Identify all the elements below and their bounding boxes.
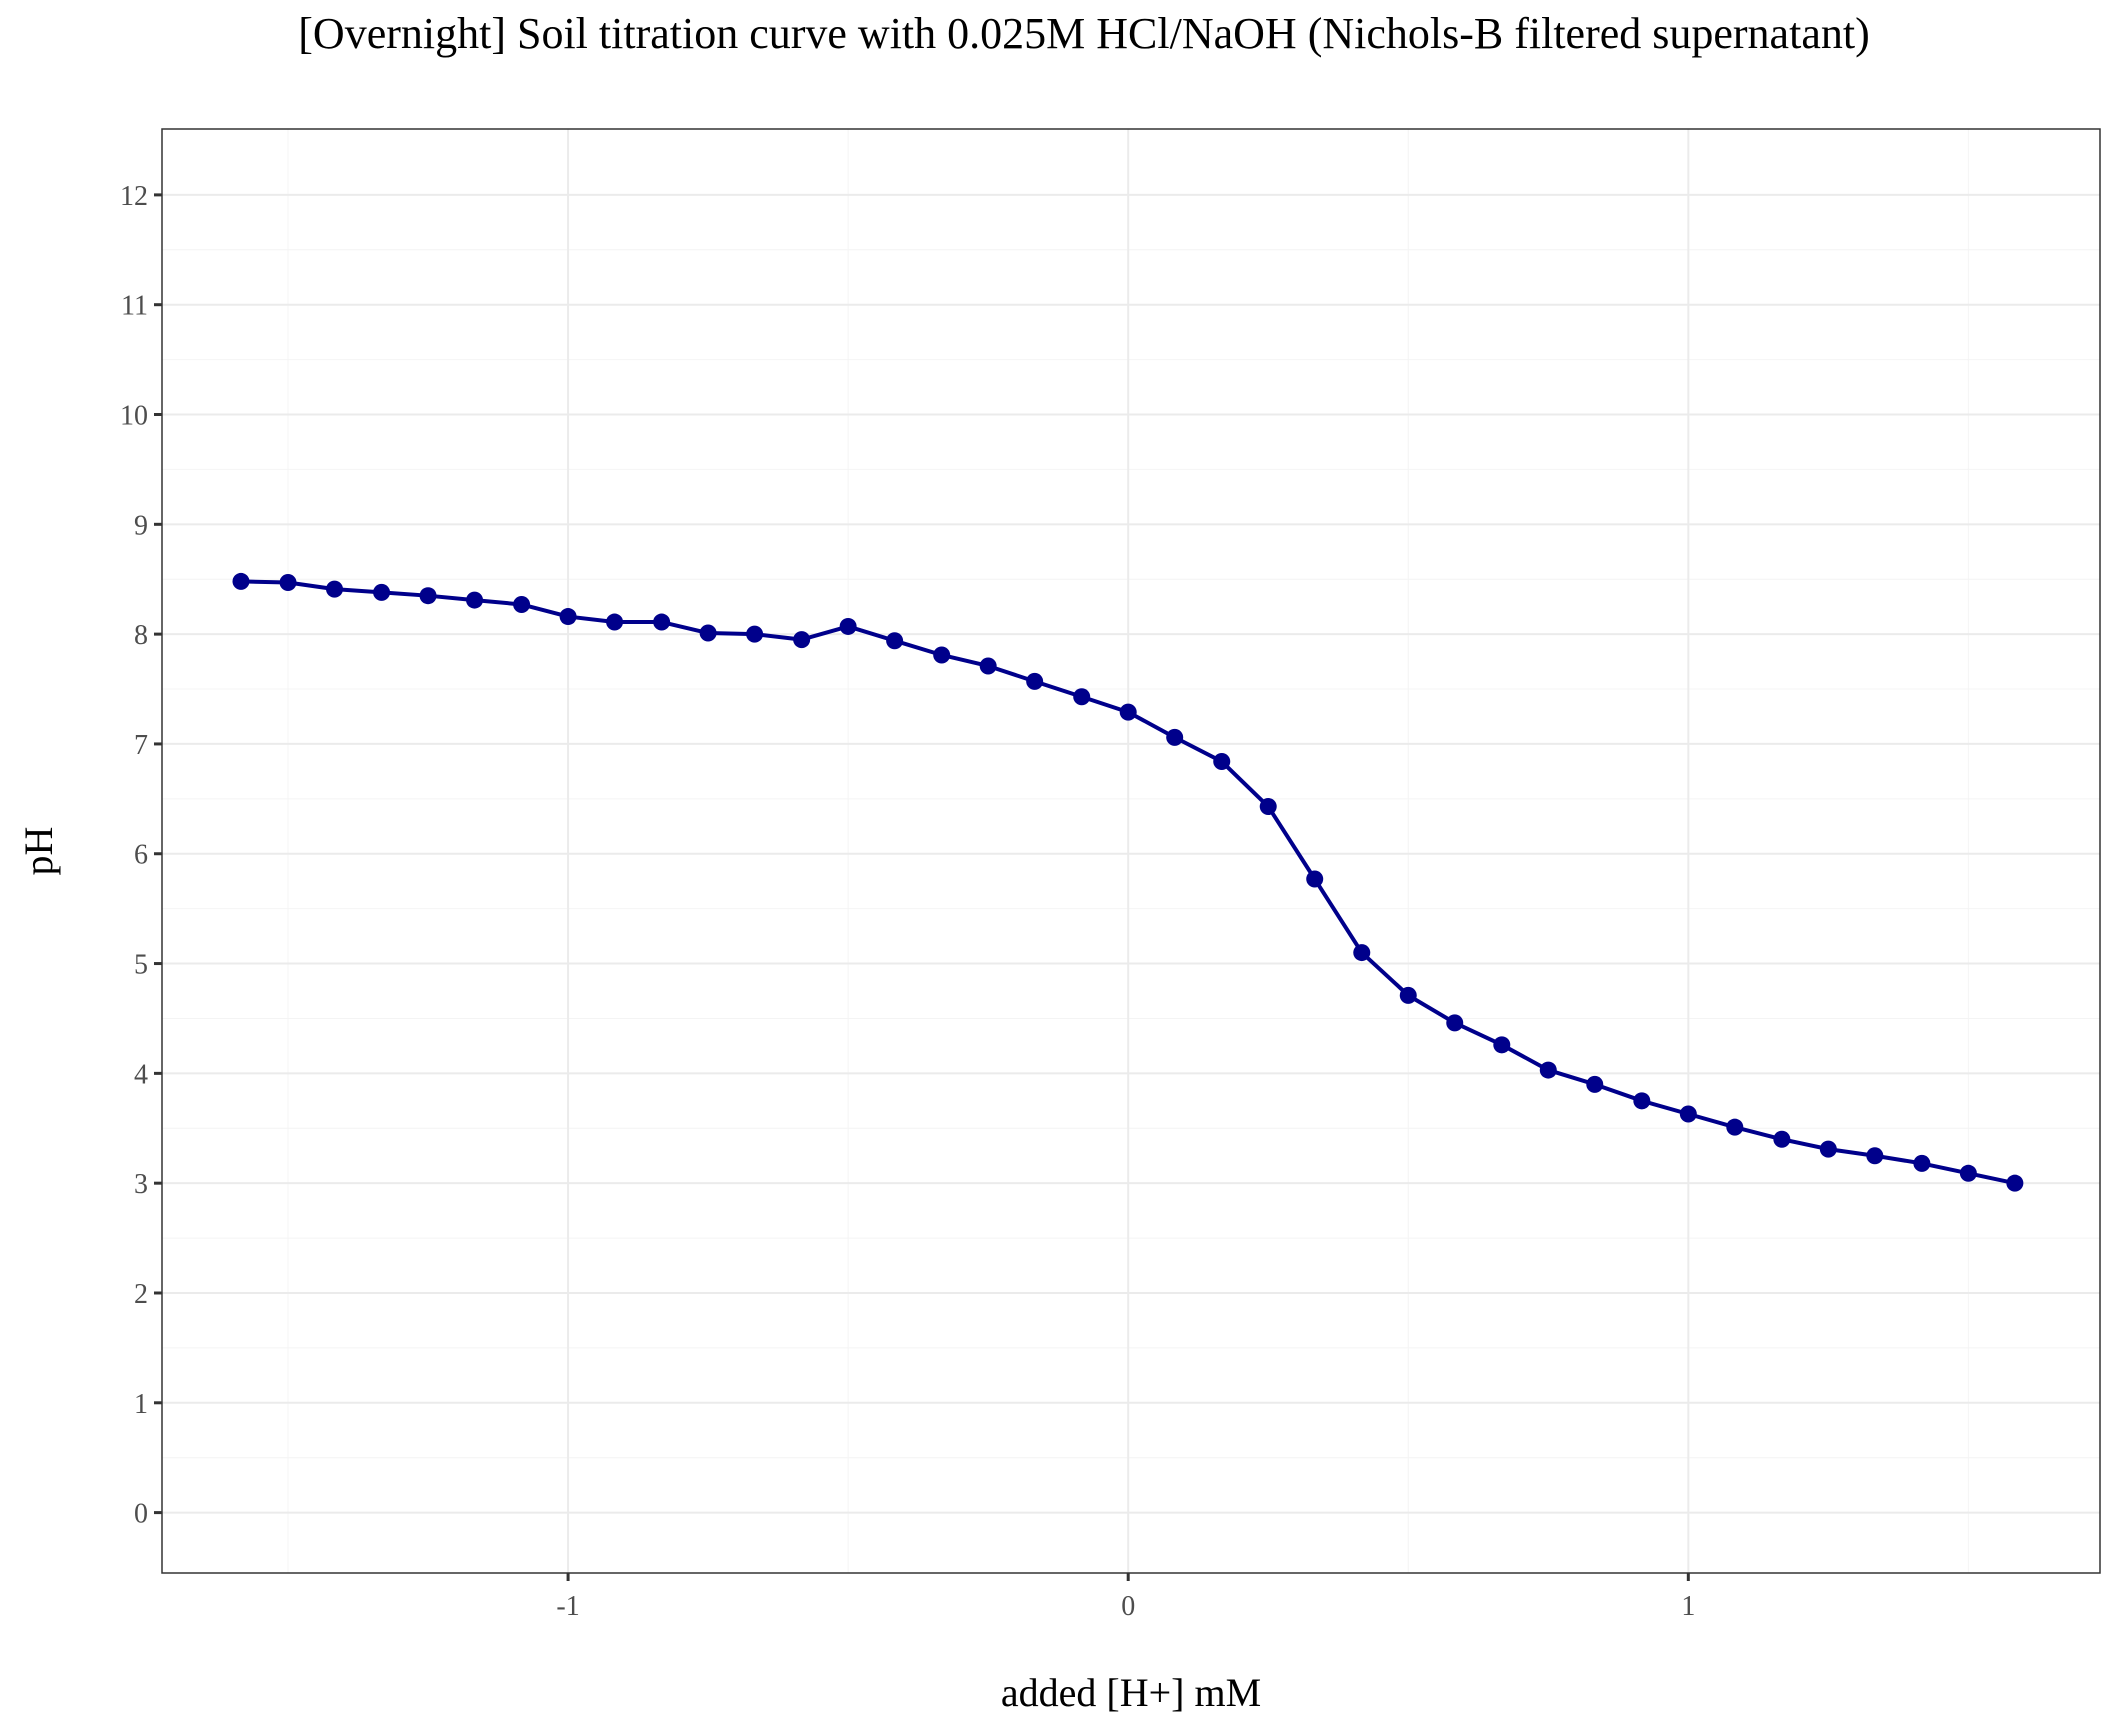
y-tick-label: 12 bbox=[120, 181, 148, 212]
data-point bbox=[1633, 1092, 1651, 1110]
data-point bbox=[326, 580, 344, 598]
data-point bbox=[1819, 1140, 1837, 1158]
data-point bbox=[513, 595, 531, 613]
x-axis-title: added [H+] mM bbox=[1001, 1670, 1261, 1715]
y-axis-title: pH bbox=[16, 827, 61, 876]
data-point bbox=[933, 646, 951, 664]
plot-grid bbox=[162, 129, 2100, 1573]
data-point bbox=[1353, 944, 1371, 962]
data-point bbox=[466, 591, 484, 609]
data-point bbox=[1959, 1164, 1977, 1182]
data-point bbox=[699, 624, 717, 642]
data-point bbox=[653, 613, 671, 631]
y-tick-label: 1 bbox=[134, 1389, 148, 1420]
data-point bbox=[1446, 1014, 1464, 1032]
x-tick-label: -1 bbox=[556, 1591, 579, 1622]
data-point bbox=[1493, 1036, 1511, 1054]
y-tick-label: 3 bbox=[134, 1169, 148, 1200]
y-tick-label: 5 bbox=[134, 950, 148, 981]
data-point bbox=[1306, 870, 1324, 888]
y-tick-label: 4 bbox=[134, 1059, 148, 1090]
data-point bbox=[419, 587, 437, 605]
data-point bbox=[839, 617, 857, 635]
data-point bbox=[559, 608, 577, 626]
data-point bbox=[1726, 1118, 1744, 1136]
data-point bbox=[1213, 753, 1231, 771]
y-tick-label: 8 bbox=[134, 620, 148, 651]
data-point bbox=[1913, 1154, 1931, 1172]
data-point bbox=[1399, 986, 1417, 1004]
series-layer bbox=[232, 572, 2024, 1192]
data-point bbox=[1679, 1105, 1697, 1123]
data-point bbox=[1026, 672, 1044, 690]
chart-title: [Overnight] Soil titration curve with 0.… bbox=[298, 9, 1869, 58]
x-tick-label: 0 bbox=[1121, 1591, 1135, 1622]
data-point bbox=[886, 632, 904, 650]
data-point bbox=[1866, 1147, 1884, 1165]
data-point bbox=[373, 583, 391, 601]
data-point bbox=[1586, 1075, 1604, 1093]
data-point bbox=[1539, 1061, 1557, 1079]
data-point bbox=[232, 572, 250, 590]
data-point bbox=[606, 613, 624, 631]
y-tick-label: 10 bbox=[120, 401, 148, 432]
data-point bbox=[793, 631, 811, 649]
data-point bbox=[1119, 703, 1137, 721]
data-point bbox=[1166, 728, 1184, 746]
plot-panel-border bbox=[161, 128, 2101, 1574]
y-tick-label: 9 bbox=[134, 510, 148, 541]
data-point bbox=[1259, 798, 1277, 816]
y-tick-label: 7 bbox=[134, 730, 148, 761]
x-tick-label: 1 bbox=[1681, 1591, 1695, 1622]
data-point bbox=[1073, 688, 1091, 706]
data-point bbox=[1773, 1130, 1791, 1148]
data-point bbox=[2006, 1174, 2024, 1192]
data-point bbox=[279, 574, 297, 592]
y-tick-label: 6 bbox=[134, 840, 148, 871]
data-point bbox=[746, 625, 764, 643]
y-tick-label: 0 bbox=[134, 1499, 148, 1530]
data-point bbox=[979, 657, 997, 675]
y-tick-label: 2 bbox=[134, 1279, 148, 1310]
y-tick-label: 11 bbox=[121, 291, 148, 322]
